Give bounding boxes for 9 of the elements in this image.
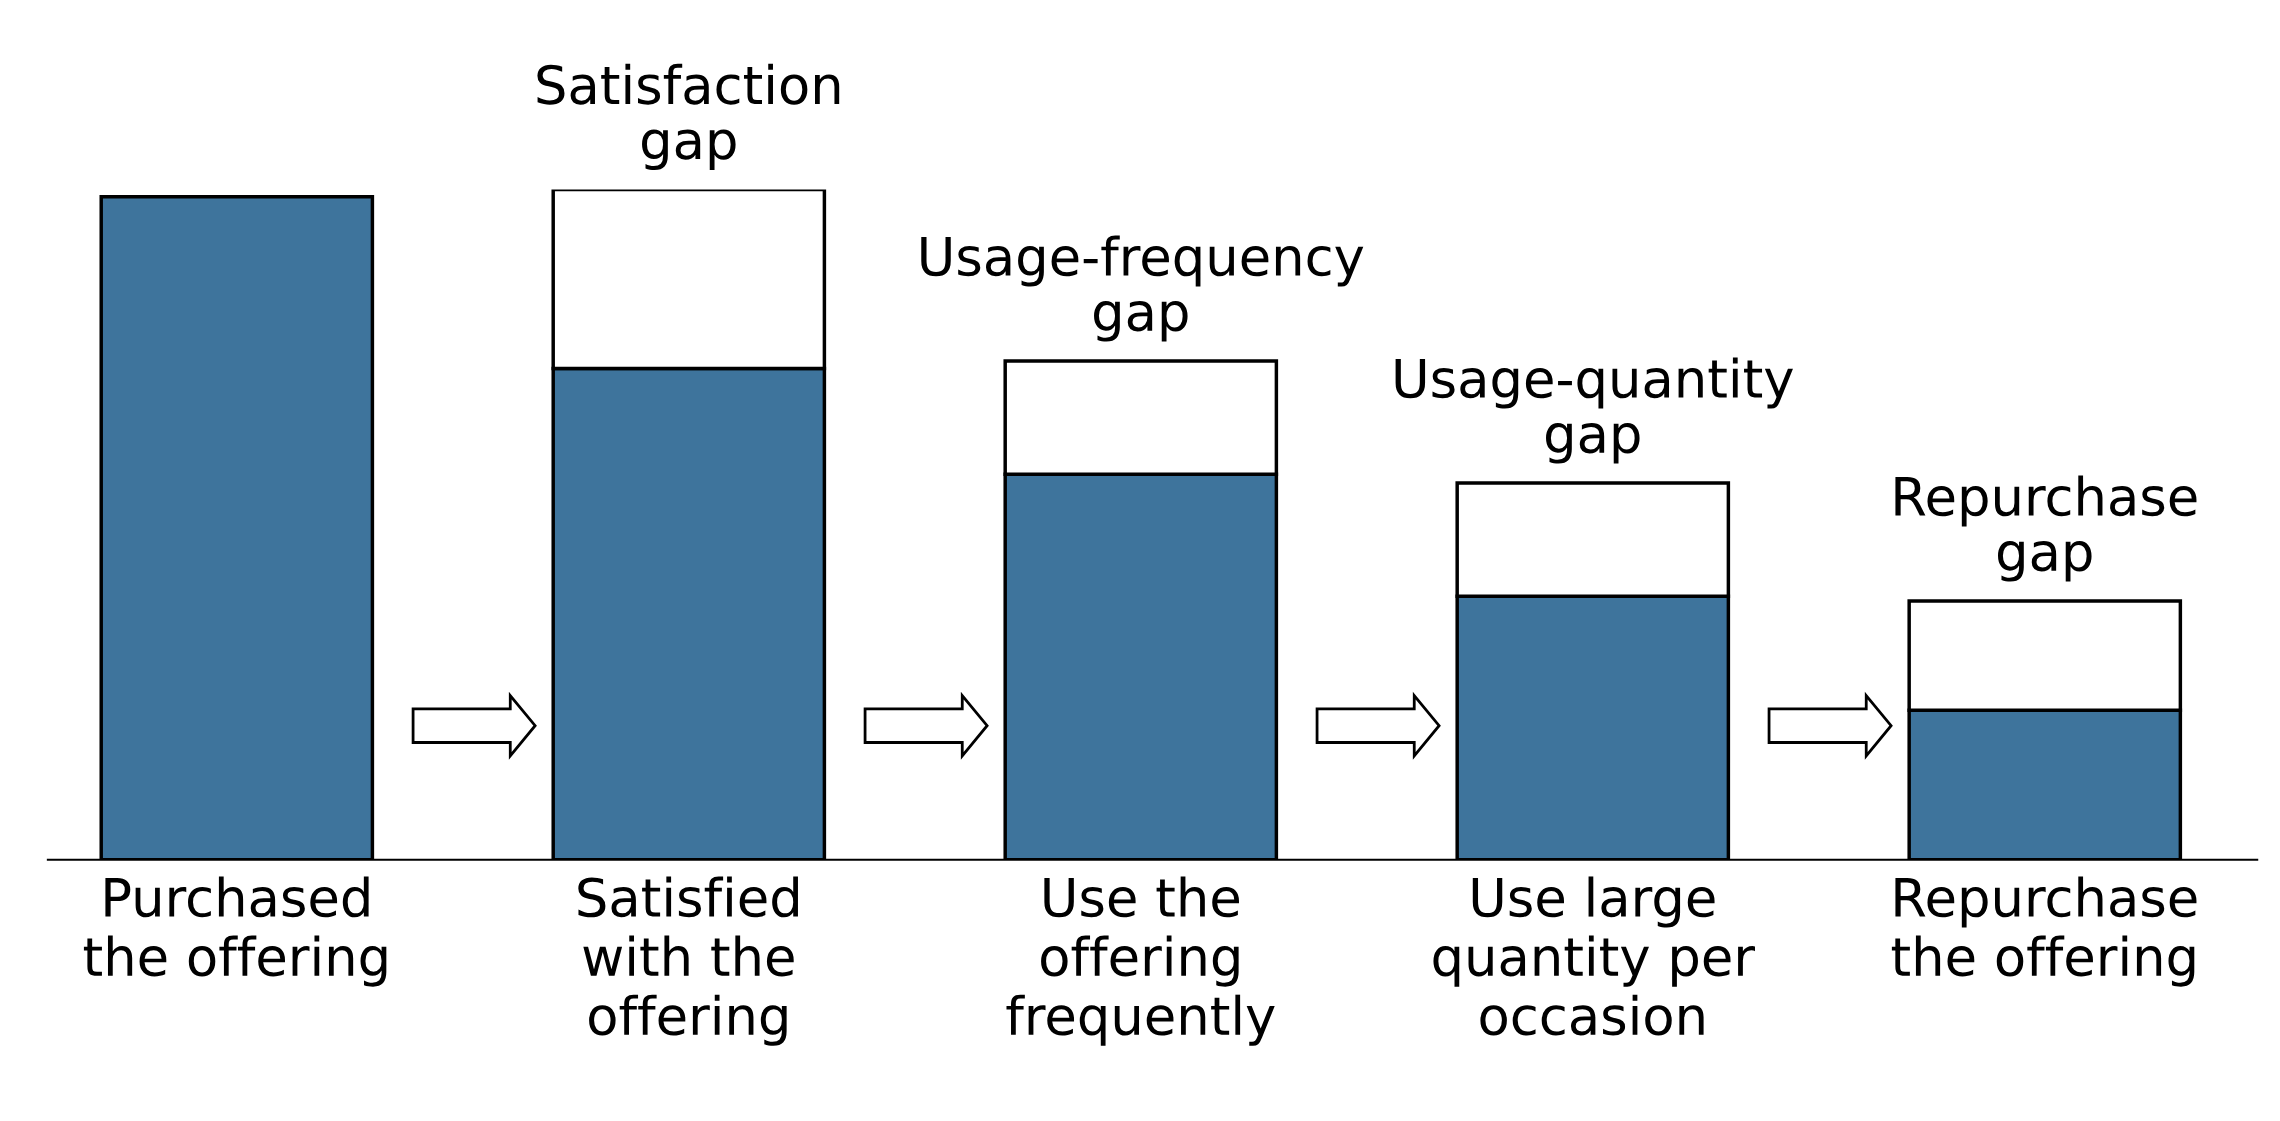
annotation: Satisfaction gap [537,63,840,170]
annotation: Repurchase gap [1895,475,2197,582]
annotation: Usage-quantity gap [1395,357,1793,464]
x-tick-label: Purchased the offering [83,876,387,987]
x-tick-label: Use large quantity per occasion [1433,876,1756,1036]
x-tick-label: Repurchase the offering [1891,876,2197,987]
x-tick-label: Satisfied with the offering [578,876,798,1046]
annotation: Usage-frequency gap [921,235,1364,342]
x-tick-label: Use the offering frequently [1006,876,1275,1046]
